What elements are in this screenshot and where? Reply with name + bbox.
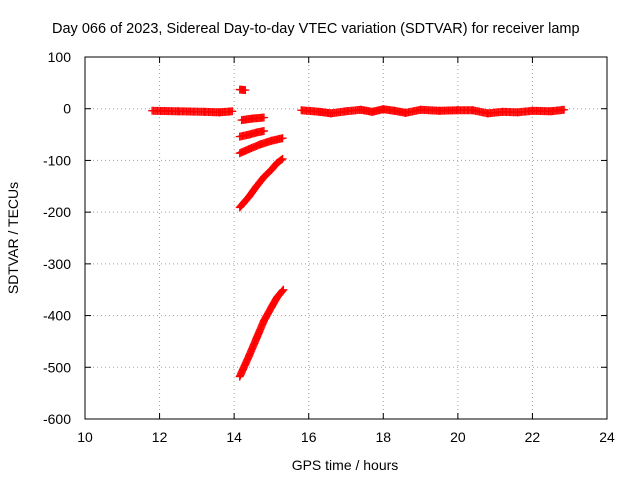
chart-title: Day 066 of 2023, Sidereal Day-to-day VTE… — [52, 21, 580, 37]
x-tick-label: 12 — [152, 429, 168, 445]
data-point — [279, 285, 288, 294]
x-axis-label: GPS time / hours — [292, 457, 399, 473]
data-point — [259, 126, 268, 135]
x-tick-label: 10 — [77, 429, 93, 445]
plot-frame — [84, 56, 608, 420]
x-tick-label: 24 — [599, 429, 615, 445]
data-points — [148, 85, 569, 381]
data-point — [277, 287, 286, 296]
data-series-segment — [237, 113, 268, 125]
y-tick-label: -300 — [43, 256, 71, 272]
y-tick-label: -400 — [43, 308, 71, 324]
x-tick-label: 22 — [525, 429, 541, 445]
y-axis-label: SDTVAR / TECUs — [5, 182, 21, 294]
axis-ticks: 10 12 14 16 18 20 22 24 100 0 -100 -200 -300 -400 -500… — [43, 49, 615, 445]
y-tick-label: -200 — [43, 204, 71, 220]
data-point — [228, 107, 237, 116]
y-tick-label: -100 — [43, 152, 71, 168]
x-tick-label: 16 — [301, 429, 317, 445]
data-series-segment — [235, 285, 288, 381]
data-point — [259, 113, 268, 122]
data-point — [278, 154, 287, 163]
data-series-segment — [235, 134, 287, 158]
data-point — [241, 86, 250, 95]
y-tick-label: -500 — [43, 359, 71, 375]
data-point — [277, 155, 286, 164]
y-tick-label: 100 — [48, 49, 72, 65]
x-tick-label: 18 — [375, 429, 391, 445]
data-point — [560, 105, 569, 114]
y-tick-label: -600 — [43, 411, 71, 427]
x-tick-label: 20 — [450, 429, 466, 445]
y-tick-label: 0 — [63, 101, 71, 117]
data-point — [278, 286, 287, 295]
x-tick-label: 14 — [226, 429, 242, 445]
data-series-segment — [235, 154, 287, 212]
data-series-segment — [297, 105, 569, 118]
data-point — [278, 134, 287, 143]
data-series-segment — [148, 106, 237, 117]
data-series-segment — [235, 85, 250, 95]
data-series-segment — [235, 126, 268, 141]
